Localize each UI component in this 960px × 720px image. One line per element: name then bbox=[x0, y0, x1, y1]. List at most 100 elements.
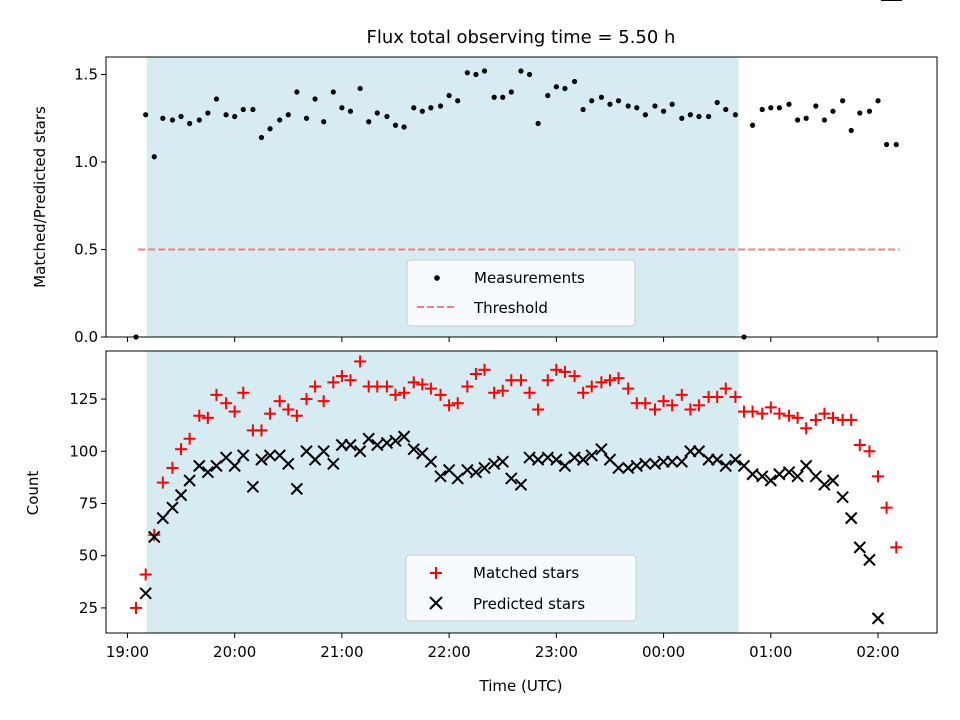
predicted-star-stroke-b bbox=[139, 587, 152, 600]
matched-star-point bbox=[300, 393, 313, 406]
legend-predicted-label: Predicted stars bbox=[473, 595, 585, 613]
bottom-y-axis-label: Count bbox=[24, 471, 42, 516]
measurement-point bbox=[598, 94, 604, 100]
matched-star-point bbox=[193, 409, 206, 422]
predicted-star-stroke-b bbox=[853, 541, 867, 554]
bottom-x-tick-label: 23:00 bbox=[535, 643, 578, 661]
measurement-point bbox=[437, 103, 444, 109]
predicted-star-point bbox=[353, 445, 367, 458]
measurement-point bbox=[706, 113, 712, 120]
predicted-star-stroke-b bbox=[397, 430, 411, 443]
x-axis-label: Time (UTC) bbox=[479, 677, 563, 695]
predicted-star-point bbox=[397, 430, 411, 443]
predicted-star-stroke-b bbox=[228, 459, 241, 473]
matched-star-point bbox=[380, 380, 393, 393]
bottom-x-tick-label: 19:00 bbox=[106, 643, 149, 661]
matched-star-point bbox=[317, 395, 330, 408]
measurement-point bbox=[366, 119, 372, 125]
matched-star-point bbox=[800, 422, 813, 435]
measurement-point bbox=[526, 71, 533, 78]
predicted-star-stroke-b bbox=[317, 445, 330, 458]
matched-star-point bbox=[451, 397, 464, 410]
predicted-star-stroke-b bbox=[478, 461, 491, 475]
predicted-star-stroke-b bbox=[836, 491, 849, 504]
matched-star-point bbox=[890, 541, 903, 554]
top-legend: Measurements Threshold bbox=[406, 259, 636, 327]
measurement-point bbox=[776, 105, 782, 111]
predicted-star-point bbox=[183, 474, 196, 487]
predicted-star-stroke-b bbox=[630, 459, 643, 473]
predicted-star-point bbox=[746, 468, 759, 481]
measurement-point bbox=[384, 113, 390, 120]
matched-star-point bbox=[264, 407, 277, 420]
measurement-point bbox=[562, 85, 568, 92]
measurement-point bbox=[312, 96, 318, 102]
matched-star-point bbox=[684, 403, 697, 416]
predicted-star-stroke-b bbox=[809, 470, 823, 483]
predicted-star-point bbox=[263, 449, 277, 462]
predicted-star-stroke-b bbox=[863, 553, 876, 567]
matched-star-point bbox=[201, 411, 214, 424]
matched-star-point bbox=[585, 380, 598, 393]
matched-star-point bbox=[880, 501, 893, 514]
predicted-star-stroke-b bbox=[156, 511, 170, 525]
matched-star-point bbox=[532, 403, 545, 416]
matched-star-point bbox=[416, 378, 429, 391]
predicted-star-stroke-b bbox=[782, 465, 796, 479]
matched-star-point bbox=[424, 382, 437, 395]
predicted-star-stroke-b bbox=[327, 457, 340, 471]
measurement-point bbox=[258, 134, 265, 141]
measurement-point bbox=[803, 115, 809, 121]
predicted-star-point bbox=[863, 553, 876, 567]
matched-star-point bbox=[282, 403, 295, 416]
measurement-point bbox=[187, 120, 193, 127]
predicted-star-stroke-b bbox=[174, 488, 188, 502]
measurement-point bbox=[884, 141, 890, 148]
predicted-star-stroke-b bbox=[424, 455, 438, 468]
predicted-star-point bbox=[148, 530, 161, 544]
predicted-star-stroke-b bbox=[845, 511, 858, 525]
measurement-point bbox=[723, 106, 729, 113]
measurement-point bbox=[303, 115, 310, 121]
bottom-y-tick-label: 125 bbox=[69, 390, 98, 408]
matched-star-point bbox=[220, 397, 233, 410]
measurement-point bbox=[428, 105, 434, 111]
predicted-star-stroke-b bbox=[756, 470, 769, 483]
measurement-point bbox=[553, 84, 559, 90]
measurement-point bbox=[473, 71, 479, 78]
matched-star-point bbox=[783, 409, 796, 422]
bottom-legend-box bbox=[405, 554, 637, 622]
predicted-star-point bbox=[531, 453, 545, 466]
predicted-star-stroke-b bbox=[514, 478, 528, 491]
legend-matched-marker bbox=[430, 567, 442, 579]
measurement-point bbox=[500, 94, 506, 100]
predicted-star-point bbox=[344, 438, 357, 452]
chart-title: Flux total observing time = 5.50 h bbox=[367, 27, 676, 48]
predicted-star-stroke-b bbox=[799, 459, 813, 473]
measurement-point bbox=[714, 99, 720, 106]
predicted-star-stroke-b bbox=[487, 457, 501, 471]
measurement-point bbox=[535, 120, 541, 127]
predicted-star-point bbox=[228, 459, 241, 473]
legend-measurements-label: Measurements bbox=[474, 269, 585, 287]
measurement-point bbox=[679, 115, 685, 121]
legend-measurements-marker bbox=[434, 275, 440, 281]
matched-star-point bbox=[622, 382, 635, 395]
predicted-star-stroke-b bbox=[764, 474, 778, 487]
measurement-point bbox=[580, 106, 586, 113]
predicted-star-points bbox=[139, 0, 902, 625]
predicted-star-point bbox=[327, 457, 340, 471]
measurement-point bbox=[786, 101, 792, 107]
predicted-star-stroke-b bbox=[737, 459, 751, 473]
measurement-point bbox=[615, 98, 622, 104]
measurement-point bbox=[625, 103, 631, 109]
predicted-star-stroke-b bbox=[166, 501, 179, 514]
measurement-point bbox=[508, 89, 514, 95]
matched-star-point bbox=[558, 365, 571, 378]
matched-star-point bbox=[639, 397, 652, 410]
measurement-point bbox=[749, 122, 756, 128]
matched-star-point bbox=[478, 363, 491, 376]
predicted-star-point bbox=[665, 455, 679, 468]
matched-star-point bbox=[237, 386, 250, 399]
predicted-star-stroke-b bbox=[692, 445, 706, 458]
